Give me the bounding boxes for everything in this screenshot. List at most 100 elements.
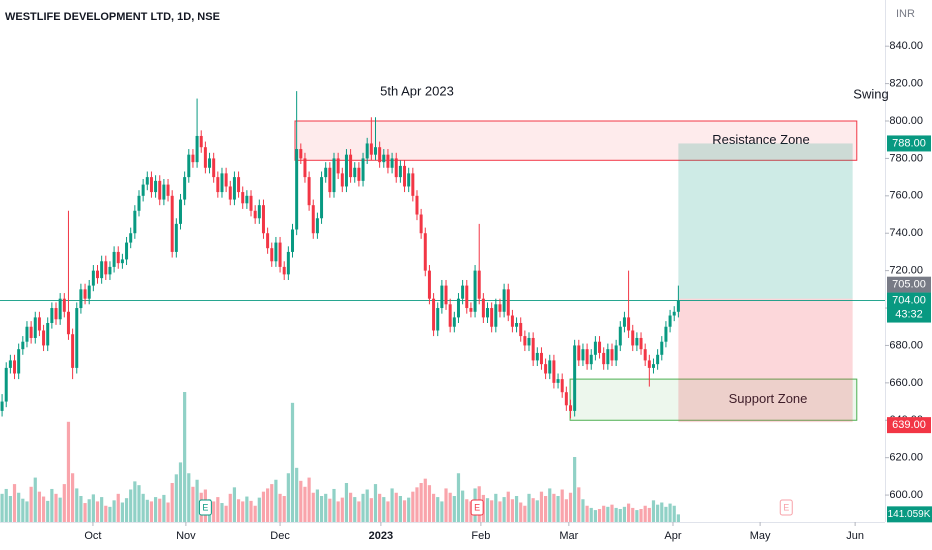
candle-body [145,177,149,185]
candle-body [411,173,415,196]
volume-bar [610,504,614,522]
x-tick-label: 2023 [369,530,393,542]
candle-body [548,360,552,374]
candle-body [527,337,531,346]
candle-body [382,154,386,163]
volume-bar [348,492,353,522]
volume-bar [485,498,490,522]
volume-bar [299,480,303,522]
candle-body [490,308,494,327]
candle-body [544,364,548,374]
candle-body [112,251,116,267]
volume-badge [887,506,932,523]
zone-label: Support Zone [729,391,808,406]
candle-body [224,173,228,187]
volume-bar [170,483,174,522]
candle-body [365,143,369,159]
volume-bar [95,501,100,522]
candle-body [261,205,265,234]
volume-bar [560,489,564,522]
candle-body [212,158,216,178]
volume-bar [444,488,448,522]
candle-body [311,205,315,234]
volume-bar [332,488,336,522]
volume-bar [87,499,91,522]
candle-body [91,270,95,286]
volume-bar [141,493,145,522]
candle-body [253,210,257,219]
volume-bar [25,501,29,522]
zone [569,378,858,421]
candle-body [614,345,618,361]
event-marker [779,499,793,516]
candle-body [54,308,58,320]
volume-bar [419,483,423,522]
volume-bar [353,497,357,522]
candle-body [494,304,498,327]
candle-body [154,180,158,193]
y-tick-label: 760.00 [889,190,923,202]
volume-bar [145,499,149,522]
volume-bar [166,502,170,522]
volume-bar [626,503,631,522]
volume-bar [568,492,573,522]
zone [294,120,858,161]
volume-bar [660,502,664,522]
volume-bar [0,493,4,522]
candle-body [33,317,37,338]
volume-bar [647,507,651,522]
volume-bar [373,484,378,522]
volume-bar [573,457,577,522]
candle-body [344,154,348,187]
countdown: 43:32 [895,308,923,320]
volume-bar [282,496,286,522]
volume-bar [108,506,112,522]
volume-bar [664,506,668,522]
volume-bar [622,506,627,522]
volume-bar [33,477,37,522]
candle-body [349,154,353,178]
volume-bar [100,497,104,522]
currency-label: INR [896,8,915,20]
candle-body [415,195,419,215]
candle-body [241,192,245,204]
y-tick-label: 720.00 [889,265,923,277]
candle-body [498,304,502,312]
volume-bar [153,497,158,522]
candle-body [639,337,643,350]
candle-body [598,341,602,353]
x-tick-label: May [750,530,771,542]
candle-body [303,158,307,178]
volume-bar [249,500,253,522]
volume-bar [386,501,390,522]
volume-bar [66,421,71,522]
candle-body [257,205,261,219]
candle-body [274,242,278,262]
volume-bar [290,402,295,522]
volume-bar [514,496,519,522]
volume-bar [232,487,237,522]
volume-bar [195,479,199,522]
volume-bar [643,505,647,522]
candle-body [668,315,672,327]
candle-body [523,336,527,346]
event-label: E [202,502,208,512]
volume-bar [448,492,452,522]
entry-badge [887,276,931,293]
candle-body [564,392,568,406]
candle-body [8,360,12,368]
volume-bar [120,502,124,522]
volume-bar [307,477,311,522]
volume-bar [12,484,17,522]
candle-body [50,308,54,324]
y-tick-label: 820.00 [889,78,923,90]
volume-bar [286,473,290,522]
candle-body [378,147,382,163]
volume-bar [369,498,373,522]
entry-badge-text: 705.00 [892,279,926,291]
candle-body [465,285,469,309]
volume-bar [295,467,299,522]
candle-body [307,177,311,206]
candle-body [361,158,365,181]
